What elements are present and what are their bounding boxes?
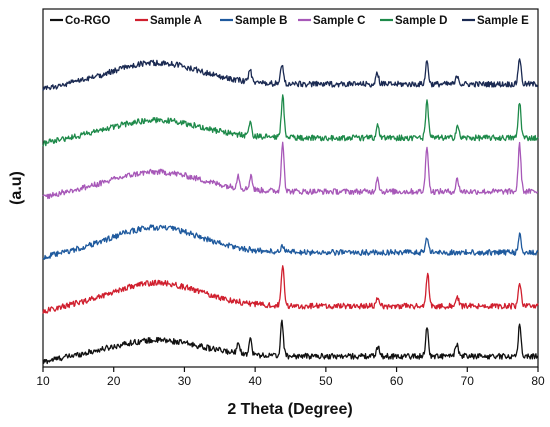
legend-label: Sample B [235, 15, 287, 27]
x-tick-label: 40 [248, 374, 262, 388]
x-tick-label: 50 [319, 374, 333, 388]
legend-label: Co-RGO [65, 15, 110, 27]
series-line [42, 224, 539, 260]
x-tick-label: 10 [36, 374, 50, 388]
series-line [42, 265, 539, 314]
series-line [42, 319, 539, 365]
y-axis-title: (a.u) [8, 171, 25, 205]
x-tick-label: 30 [178, 374, 192, 388]
legend-label: Sample A [150, 15, 202, 27]
legend-label: Sample D [395, 15, 447, 27]
series-group [42, 58, 539, 365]
x-tick-label: 70 [461, 374, 475, 388]
x-axis-title: 2 Theta (Degree) [227, 401, 352, 418]
series-line [42, 141, 539, 200]
series-line [42, 94, 539, 147]
legend-label: Sample E [477, 15, 529, 27]
x-axis: 10 20 30 40 50 60 70 80 [36, 367, 545, 388]
series-line [42, 58, 539, 91]
legend: Co-RGO Sample A Sample B Sample C Sample D Sa… [50, 15, 529, 27]
plot-frame [42, 8, 539, 368]
x-tick-label: 20 [107, 374, 121, 388]
legend-label: Sample C [313, 15, 365, 27]
x-tick-label: 80 [531, 374, 545, 388]
x-tick-label: 60 [390, 374, 404, 388]
